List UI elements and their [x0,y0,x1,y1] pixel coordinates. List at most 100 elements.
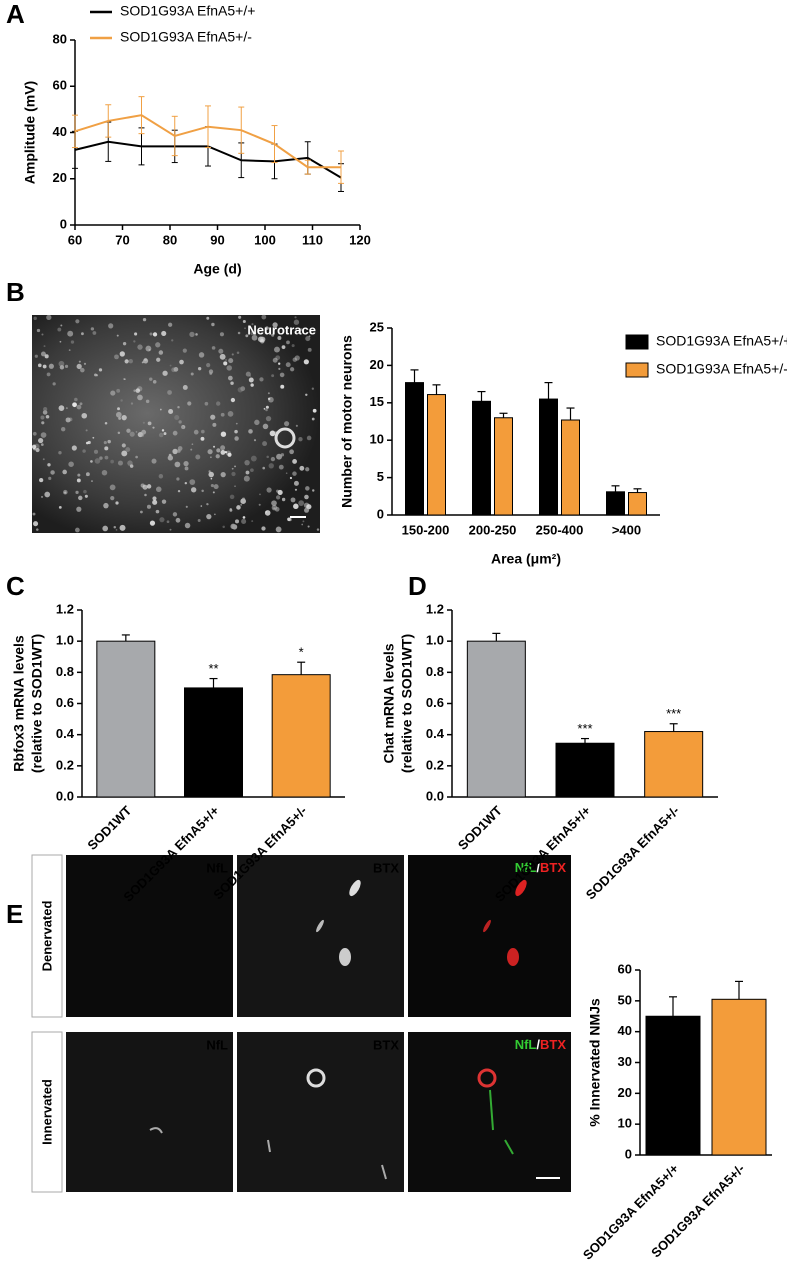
bar [606,491,625,516]
cell [244,327,246,330]
cell [267,392,270,395]
cell [57,327,62,332]
nmj [339,948,351,966]
cell [41,333,44,336]
cell [206,514,212,520]
y-tick-label: 40 [618,1023,632,1038]
y-axis-label: Number of motor neurons [339,335,355,508]
cell [223,361,228,366]
cell [285,472,288,475]
cell [158,350,164,355]
cell [172,448,178,455]
cell [220,431,227,437]
cell [140,510,143,514]
y-tick-label: 1.2 [426,601,444,616]
nmj [483,919,491,933]
cell [146,504,152,509]
cell [40,432,47,438]
nmj-images: Denervated Innervated [31,854,571,1193]
cell [137,344,143,350]
cell [116,388,121,393]
image-label: NfL [206,1037,228,1052]
cell [64,364,69,368]
cell [152,499,158,505]
cell [83,362,87,365]
cell [59,340,62,343]
cell [240,386,246,392]
cell [48,476,52,480]
cell [271,374,275,378]
cell [163,432,167,435]
cell [116,334,119,337]
cell [58,505,62,509]
cell [307,347,312,352]
cell [31,444,37,449]
cell [305,335,311,342]
cell [109,484,116,491]
cell [278,367,281,370]
x-tick-label: 60 [68,232,82,247]
cell [121,443,126,448]
cell [151,458,157,464]
cell [195,333,198,336]
cell [44,491,51,498]
cell [273,507,276,510]
cell [213,445,216,448]
x-tick-label: 250-400 [536,522,584,537]
image-label: NfL/BTX [515,1037,567,1052]
cell [110,459,114,464]
cell [75,490,79,495]
cell [235,422,238,425]
cell [36,528,39,531]
micrograph [408,855,571,1017]
cell [145,399,150,404]
cell [135,388,141,393]
cell [124,378,126,380]
cell [134,332,138,336]
y-tick-label: 60 [618,961,632,976]
y-tick-label: 20 [53,170,67,185]
cell [288,517,292,522]
cell [98,368,103,372]
cell [60,427,66,432]
y-tick-label: 0.6 [56,695,74,710]
cell [43,345,46,348]
cell [212,491,215,494]
micrograph [237,1032,404,1192]
cell [301,523,304,526]
cell [172,430,178,436]
significance: ** [208,661,218,676]
cell [158,432,164,438]
cell [76,478,81,483]
cell [248,377,254,383]
cell [58,451,62,455]
cell [76,506,82,512]
x-tick-label: 100 [254,232,276,247]
cell [62,469,67,475]
y-axis-label: (relative to SOD1WT) [399,634,415,773]
cell [174,461,181,468]
bar [494,417,513,516]
cell [265,408,268,412]
cell [125,447,131,453]
cell [176,477,180,481]
cell [119,351,125,357]
cell [220,472,226,478]
cell [253,439,257,442]
cell [220,450,226,455]
cell [210,483,214,488]
cell [104,422,108,425]
cell [281,497,286,502]
cell [279,372,285,378]
bar [644,731,704,798]
cell [198,352,205,358]
y-tick-label: 0.0 [56,788,74,803]
cell [50,470,55,475]
cell [216,448,221,453]
image-label: NfL/BTX [515,860,567,875]
cell [219,332,224,337]
cell [161,499,167,504]
y-tick-label: 0.6 [426,695,444,710]
cell [87,440,91,445]
cell [250,383,254,387]
